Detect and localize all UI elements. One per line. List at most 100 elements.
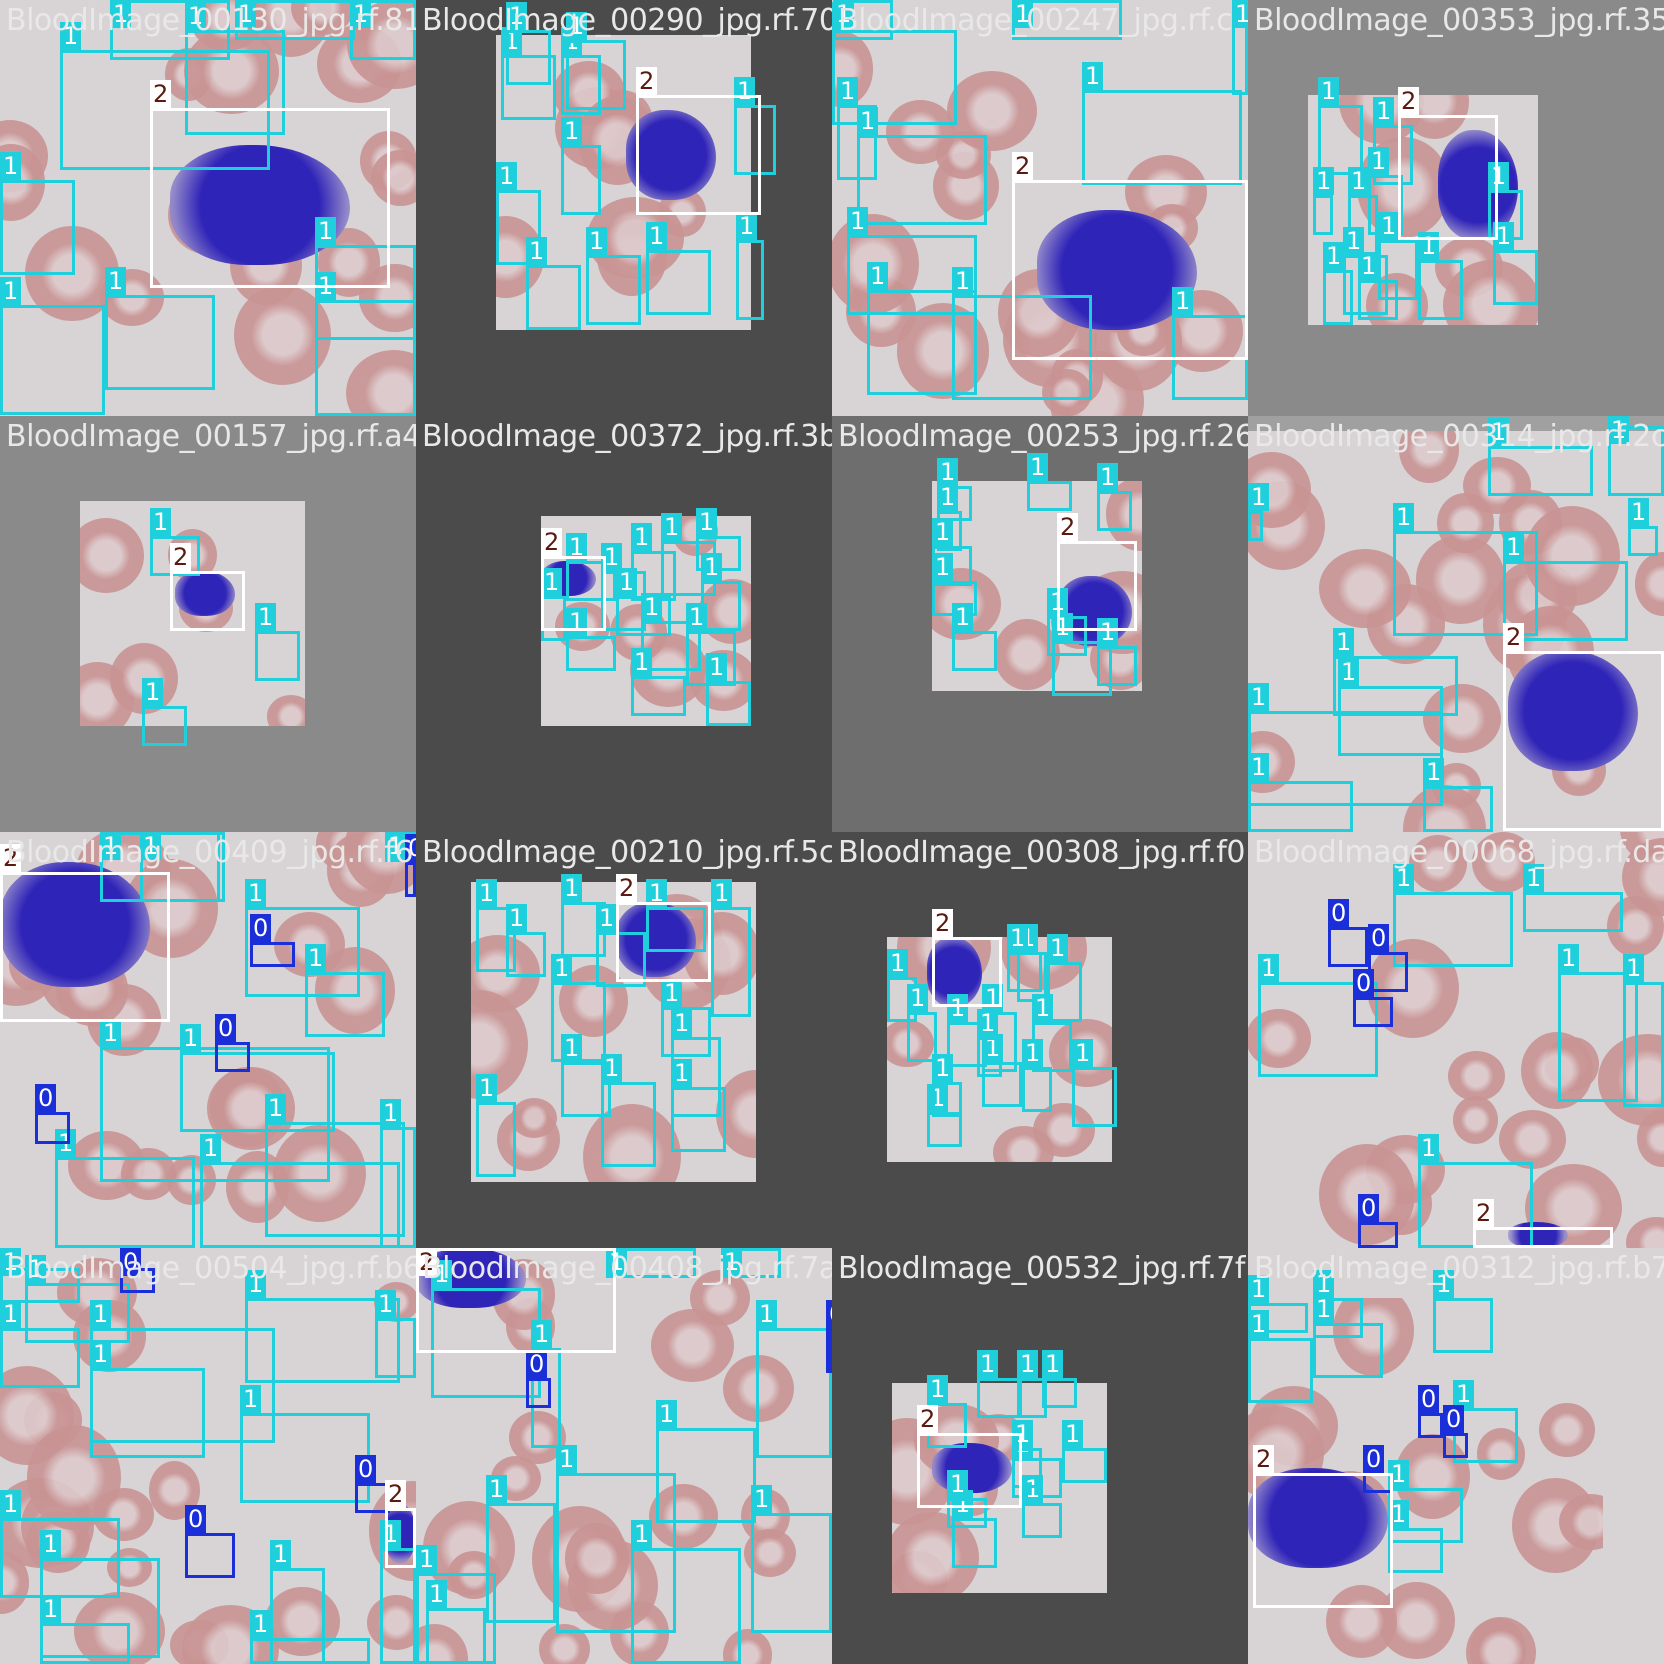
bbox-label-1: 1 [1358,252,1380,280]
bbox-class-1 [977,1378,1022,1418]
white-blood-cell-nucleus [1037,210,1197,330]
bbox-label-1: 1 [476,879,498,907]
bbox-label-1: 1 [315,217,337,245]
bbox-label-1: 1 [1388,1460,1410,1488]
bbox-label-1: 1 [1333,628,1355,656]
bbox-class-1 [1097,491,1132,531]
bbox-class-1 [631,1548,741,1664]
bbox-label-1: 1 [601,543,623,571]
bbox-class-2 [416,1248,616,1353]
bbox-class-1 [867,290,977,395]
bbox-label-1: 1 [641,593,663,621]
bbox-label-1: 1 [847,207,869,235]
bbox-class-1 [1258,982,1378,1077]
bbox-label-1: 1 [656,1400,678,1428]
red-blood-cell [1523,505,1620,607]
bbox-label-2: 2 [170,543,192,571]
bbox-label-1: 1 [1423,758,1445,786]
red-blood-cell [1465,1617,1537,1664]
red-blood-cell [366,1594,416,1650]
bbox-class-1 [977,1037,1002,1077]
bbox-label-1: 1 [1313,167,1335,195]
bbox-class-0 [1353,997,1393,1027]
image-tile: 1 1 1 1 1 1 1 1 1 1 2 BloodImage_00130_jpg.rf.81 [0,0,416,416]
bbox-class-2 [0,872,170,1022]
bbox-class-0 [405,862,416,897]
tile-filename-caption: BloodImage_00312_jpg.rf.b7 [1254,1251,1664,1286]
bbox-label-1: 1 [736,212,758,240]
bbox-label-1: 1 [245,1270,267,1298]
bbox-label-1: 1 [1418,1134,1440,1162]
bbox-class-1 [265,1122,405,1237]
bbox-class-1 [245,907,360,997]
bbox-label-1: 1 [1062,1420,1084,1448]
bbox-label-2: 2 [0,844,22,872]
bbox-label-1: 1 [566,12,588,40]
bbox-class-1 [1022,1067,1052,1112]
bbox-class-1 [1248,1338,1313,1403]
red-blood-cell [1436,492,1494,554]
bbox-label-2: 2 [917,1405,939,1433]
bbox-label-1: 1 [1313,1270,1335,1298]
bbox-label-1: 1 [646,222,668,250]
red-blood-cell [1448,1050,1505,1101]
bbox-class-1 [1062,1448,1107,1483]
bbox-class-1 [756,1328,832,1458]
red-blood-cell [1422,684,1501,754]
bbox-label-0: 0 [250,914,272,942]
bbox-class-1 [375,1318,416,1378]
white-blood-cell-nucleus [1508,1222,1568,1248]
bbox-class-1 [0,180,75,275]
bbox-class-1 [245,1298,400,1383]
bbox-label-1: 1 [1248,483,1270,511]
bbox-class-2 [1057,541,1137,631]
bbox-label-1: 1 [0,277,22,305]
red-blood-cell [1598,1034,1664,1126]
bbox-class-2 [1398,115,1498,240]
bbox-label-1: 1 [426,1580,448,1608]
red-blood-cell [370,149,416,207]
tile-filename-caption: BloodImage_00504_jpg.rf.b6 [6,1251,416,1286]
image-tile: 1 1 1 1 1 1 1 1 0 0 0 2 BloodImage_00312_jpg.rf.b7 [1248,1248,1664,1664]
red-blood-cell [896,303,990,399]
bbox-class-1 [1423,786,1493,832]
bbox-label-1: 1 [25,1255,47,1283]
bbox-label-1: 1 [100,1019,122,1047]
image-tile: 1 1 1 1 1 1 1 1 1 1 1 1 1 1 0 0 0 2 BloodImage_00504_jpg.r… [0,1248,416,1664]
bbox-class-1 [315,300,416,416]
bbox-class-1 [556,1473,676,1633]
bbox-label-0: 0 [35,1084,57,1112]
bbox-class-2 [932,937,1002,1007]
bbox-class-1 [646,250,711,315]
bbox-class-1 [1248,511,1263,541]
bbox-label-1: 1 [245,879,267,907]
bbox-class-0 [215,1042,250,1072]
tile-filename-caption: BloodImage_00353_jpg.rf.35 [1254,3,1664,38]
bbox-label-1: 1 [380,1099,402,1127]
bbox-label-1: 1 [1248,1310,1270,1338]
bbox-label-0: 0 [355,1455,377,1483]
bbox-label-0: 0 [1328,899,1350,927]
bbox-label-1: 1 [235,0,257,28]
bbox-label-2: 2 [1398,87,1420,115]
bbox-label-1: 1 [982,1034,1004,1062]
bbox-class-1 [751,1513,832,1633]
red-blood-cell [272,1124,367,1223]
bbox-label-1: 1 [1503,533,1525,561]
bbox-label-1: 1 [526,237,548,265]
bbox-class-1 [506,30,551,85]
bbox-label-1: 1 [110,0,132,28]
bbox-class-1 [1623,982,1664,1107]
bbox-label-1: 1 [1097,463,1119,491]
bbox-class-1 [586,255,641,325]
white-blood-cell-nucleus [626,110,716,200]
bbox-label-1: 1 [596,904,618,932]
bbox-label-1: 1 [932,518,954,546]
red-blood-cell [1409,834,1468,893]
bbox-class-1 [686,631,736,686]
bbox-label-1: 1 [1022,1039,1044,1067]
bbox-label-1: 1 [1343,227,1365,255]
bbox-label-1: 1 [756,1300,778,1328]
